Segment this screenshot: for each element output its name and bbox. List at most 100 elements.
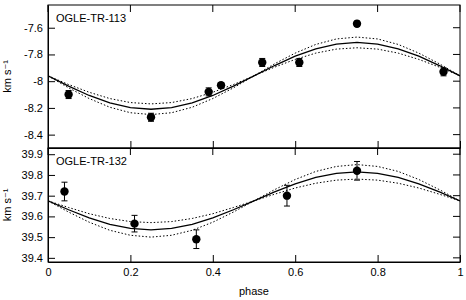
tick-mark bbox=[453, 174, 460, 175]
model-curve bbox=[48, 42, 460, 109]
tick-mark bbox=[48, 196, 55, 197]
data-point bbox=[64, 90, 72, 98]
y-axis-title: km s⁻¹ bbox=[1, 60, 13, 93]
tick: 1 bbox=[457, 255, 463, 278]
tick bbox=[48, 141, 49, 148]
tick bbox=[460, 141, 461, 148]
tick bbox=[130, 141, 131, 148]
tick-mark bbox=[48, 81, 55, 82]
y-axis-title: km s⁻¹ bbox=[1, 188, 13, 221]
tick-label: 0.4 bbox=[206, 266, 221, 278]
error-bar-cap bbox=[61, 200, 67, 201]
tick-mark bbox=[460, 148, 461, 155]
x-axis: 0 0.2 0.4 0.6 0.8 1 bbox=[45, 255, 463, 278]
annotation: OGLE-TR-132 bbox=[56, 155, 127, 167]
tick-mark bbox=[130, 5, 131, 12]
tick: 0.8 bbox=[370, 255, 385, 278]
tick-label: 39.5 bbox=[22, 231, 43, 243]
tick-mark bbox=[460, 5, 461, 12]
tick-mark bbox=[48, 237, 55, 238]
error-bar-cap bbox=[61, 182, 67, 183]
axis-line bbox=[49, 262, 461, 263]
tick-label: 39.6 bbox=[22, 210, 43, 222]
data-point bbox=[60, 187, 68, 195]
data-point bbox=[258, 58, 266, 66]
tick-mark bbox=[48, 28, 55, 29]
tick-mark bbox=[460, 141, 461, 148]
tick-mark bbox=[48, 141, 49, 148]
tick: 0.4 bbox=[206, 255, 221, 278]
tick: 39.5 bbox=[22, 231, 55, 243]
error-bar-cap bbox=[354, 161, 360, 162]
tick-label: 1 bbox=[457, 266, 463, 278]
tick-mark bbox=[453, 134, 460, 135]
tick-mark bbox=[295, 148, 296, 155]
tick-label: 0.2 bbox=[123, 266, 138, 278]
tick-label: 0.8 bbox=[370, 266, 385, 278]
tick-label: -7.6 bbox=[24, 22, 43, 34]
tick bbox=[213, 141, 214, 148]
model-curve bbox=[48, 165, 460, 238]
data-point bbox=[204, 88, 212, 96]
tick-mark bbox=[48, 255, 49, 262]
tick-label: 39.4 bbox=[22, 252, 43, 264]
error-bar-cap bbox=[132, 231, 138, 232]
error-bar-cap bbox=[132, 215, 138, 216]
tick-mark bbox=[48, 175, 55, 176]
x-axis-title: phase bbox=[239, 285, 269, 297]
tick-mark bbox=[130, 148, 131, 155]
plot-area bbox=[48, 20, 460, 122]
tick-label: 0 bbox=[45, 266, 51, 278]
tick-mark bbox=[453, 257, 460, 258]
tick-mark bbox=[48, 135, 55, 136]
tick-mark bbox=[48, 148, 49, 155]
error-bar-cap bbox=[284, 206, 290, 207]
tick: 0.6 bbox=[288, 255, 303, 278]
tick: 39.6 bbox=[22, 210, 55, 222]
tick: -8.4 bbox=[24, 129, 55, 141]
tick-mark bbox=[48, 5, 49, 12]
tick-mark bbox=[48, 154, 55, 155]
tick-mark bbox=[377, 148, 378, 155]
tick-mark bbox=[453, 154, 460, 155]
tick-mark bbox=[453, 195, 460, 196]
axis-line bbox=[48, 6, 49, 149]
data-point bbox=[192, 235, 200, 243]
chart: -8.4-8.2-8-7.8-7.6OGLE-TR-113km s⁻¹39.43… bbox=[0, 0, 466, 300]
axis-line bbox=[48, 149, 49, 263]
tick: 39.9 bbox=[22, 148, 55, 160]
tick-mark bbox=[295, 141, 296, 148]
tick-mark bbox=[453, 27, 460, 28]
tick-label: -8 bbox=[33, 75, 43, 87]
error-bar-cap bbox=[354, 180, 360, 181]
tick-mark bbox=[453, 216, 460, 217]
tick: -8.2 bbox=[24, 102, 55, 114]
y-axis: 39.4 39.5 39.6 39.7 39.8 39.9 bbox=[22, 148, 55, 264]
tick: 0 bbox=[45, 255, 51, 278]
data-point bbox=[295, 58, 303, 66]
tick-label: 39.8 bbox=[22, 169, 43, 181]
tick-mark bbox=[212, 148, 213, 155]
tick bbox=[378, 141, 379, 148]
tick-label: -7.8 bbox=[24, 48, 43, 60]
error-bar-cap bbox=[193, 248, 199, 249]
tick-label: 0.6 bbox=[288, 266, 303, 278]
tick-mark bbox=[453, 54, 460, 55]
tick-mark bbox=[460, 255, 461, 262]
tick-mark bbox=[212, 5, 213, 12]
tick-mark bbox=[130, 141, 131, 148]
tick: 39.7 bbox=[22, 190, 55, 202]
tick-label: -8.2 bbox=[24, 102, 43, 114]
tick: -7.6 bbox=[24, 22, 55, 34]
model-curve bbox=[48, 37, 460, 115]
tick-mark bbox=[453, 237, 460, 238]
tick-label: -8.4 bbox=[24, 129, 43, 141]
data-point bbox=[130, 219, 138, 227]
model-curve bbox=[48, 179, 460, 223]
tick-mark bbox=[295, 255, 296, 262]
tick-mark bbox=[48, 108, 55, 109]
tick-mark bbox=[48, 216, 55, 217]
data-point bbox=[283, 191, 291, 199]
tick-label: 39.7 bbox=[22, 190, 43, 202]
tick-mark bbox=[213, 141, 214, 148]
